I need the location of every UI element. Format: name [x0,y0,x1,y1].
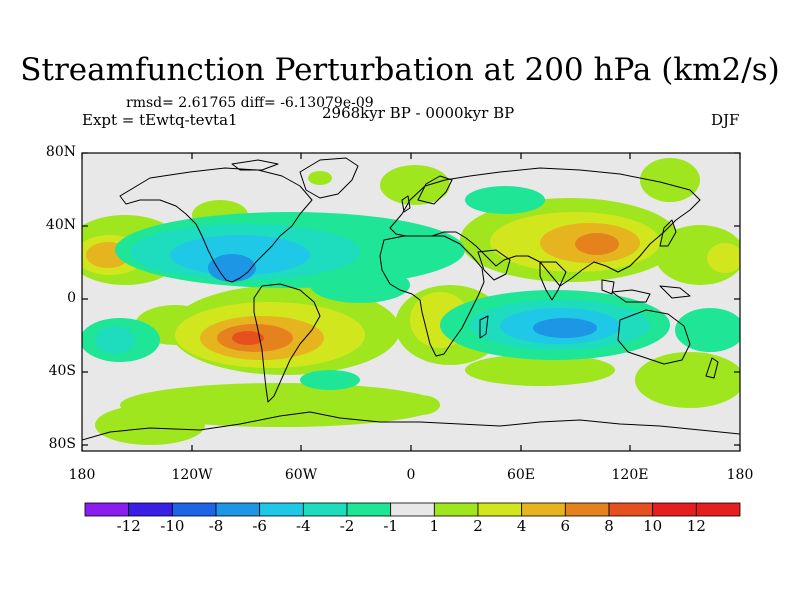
lon-tick-label: 0 [406,467,416,483]
colorbar-box [433,502,479,517]
colorbar-label: -2 [339,517,355,535]
colorbar-label: 10 [643,517,663,535]
colorbar-box [521,502,566,517]
colorbar-box [84,502,130,517]
experiment-label: Expt = tEwtq-tevta1 [82,111,238,129]
colorbar-label: -12 [116,517,141,535]
plot-title: Streamfunction Perturbation at 200 hPa (… [20,52,780,88]
lat-tick-label: 0 [67,290,76,306]
season-label: DJF [711,111,740,129]
lon-tick-label: 180 [68,467,96,483]
lat-tick-label: 80S [48,436,76,452]
lat-tick-marks [82,152,740,446]
period-label: 2968kyr BP - 0000kyr BP [322,104,515,122]
colorbar-label: -6 [252,517,267,535]
colorbar-label: 6 [560,517,571,535]
colorbar-box [302,502,348,517]
lon-tick-label: 180 [726,467,754,483]
colorbar [84,502,741,517]
lon-tick-marks [81,153,741,451]
colorbar-label: 4 [516,517,527,535]
lat-tick-label: 40N [45,217,76,233]
colorbar-label: -8 [208,517,224,535]
colorbar-box [695,502,741,517]
lon-tick-label: 60E [506,467,536,483]
plot-frame [81,152,741,452]
lat-tick-label: 80N [45,144,76,160]
colorbar-label: -1 [383,517,398,535]
lon-tick-label: 120E [611,467,649,483]
lon-tick-label: 60W [284,467,318,483]
colorbar-box [608,502,654,517]
colorbar-box [346,502,392,517]
colorbar-box [390,502,435,517]
lat-tick-label: 40S [48,363,76,379]
colorbar-box [259,502,304,517]
colorbar-label: -4 [296,517,311,535]
contour-field [82,153,740,451]
colorbar-label: 8 [604,517,614,535]
colorbar-label: 1 [429,517,440,535]
colorbar-box [128,502,173,517]
colorbar-label: -10 [160,517,185,535]
stats-label: rmsd= 2.61765 diff= -6.13079e-09 [126,95,374,111]
colorbar-box [477,502,523,517]
negative-6-regions [208,254,597,338]
positive-8-regions [232,331,264,345]
colorbar-box [564,502,610,517]
colorbar-box [652,502,697,517]
lon-tick-label: 120W [171,467,213,483]
colorbar-box [171,502,217,517]
colorbar-label: 12 [686,517,706,535]
coastlines [82,157,740,441]
colorbar-label: 2 [473,517,483,535]
colorbar-box [215,502,261,517]
